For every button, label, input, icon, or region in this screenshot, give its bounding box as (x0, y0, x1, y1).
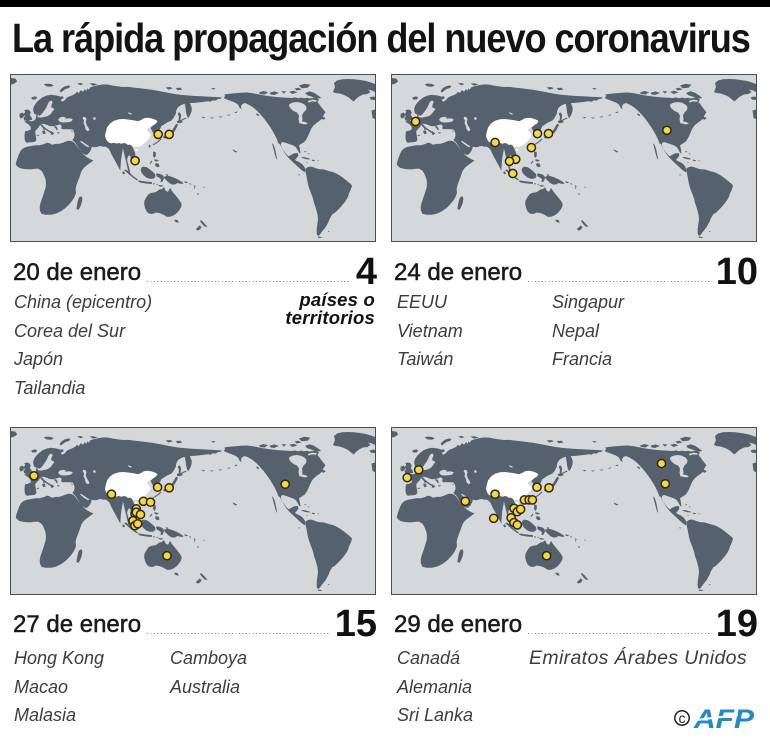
svg-text:c: c (679, 710, 686, 726)
